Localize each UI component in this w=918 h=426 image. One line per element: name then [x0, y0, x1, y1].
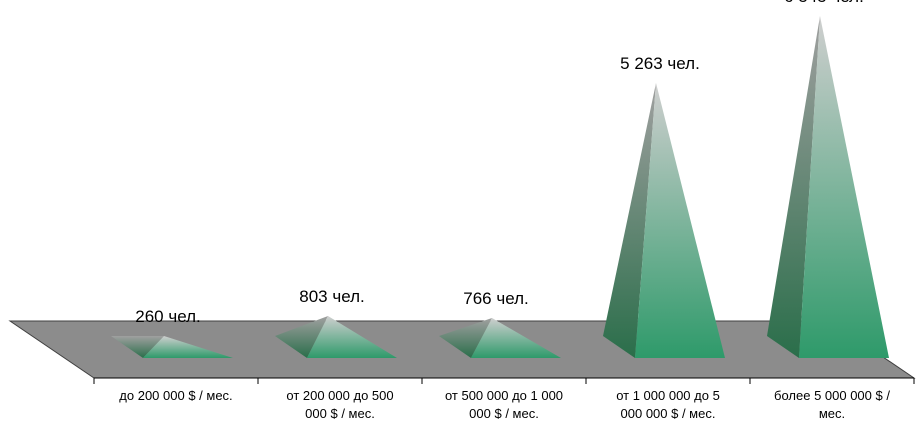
data-label: 6 545 чел.: [784, 0, 864, 6]
x-tick-label: от 1 000 000 до 5 000 000 $ / мес.: [616, 388, 720, 421]
x-tick-label: от 200 000 до 500 000 $ / мес.: [286, 388, 393, 421]
pyramid-bar: [275, 316, 397, 358]
x-tick-label-line: 000 000 $ / мес.: [621, 406, 716, 421]
pyramid-side-face: [439, 317, 492, 358]
x-tick-label: до 200 000 $ / мес.: [119, 388, 232, 403]
pyramid-side-face: [767, 16, 820, 358]
data-label: 260 чел.: [135, 307, 200, 326]
pyramid-front-face: [799, 16, 889, 358]
pyramid-front-face: [307, 316, 397, 358]
x-tick-label-line: от 500 000 до 1 000: [445, 388, 563, 403]
data-label: 803 чел.: [299, 287, 364, 306]
x-tick-label-line: от 200 000 до 500: [286, 388, 393, 403]
pyramid-front-face: [635, 82, 725, 359]
x-tick-label: более 5 000 000 $ / мес.: [774, 388, 890, 421]
x-tick-label-line: от 1 000 000 до 5: [616, 388, 720, 403]
pyramid-front-face: [471, 317, 561, 358]
x-tick-label-line: 000 $ / мес.: [305, 406, 375, 421]
x-tick-label-line: более 5 000 000 $ /: [774, 388, 890, 403]
x-tick-label-line: 000 $ / мес.: [469, 406, 539, 421]
pyramid-bar: [439, 317, 561, 358]
pyramid-side-face: [111, 336, 164, 358]
pyramid-side-face: [275, 316, 328, 358]
pyramid-bar: [603, 82, 725, 359]
pyramid-bar: [767, 16, 889, 358]
x-tick-label-line: мес.: [819, 406, 845, 421]
pyramid-front-face: [143, 336, 233, 358]
x-tick-label: от 500 000 до 1 000 000 $ / мес.: [445, 388, 563, 421]
pyramid-bar: [111, 336, 233, 358]
pyramid-side-face: [603, 82, 656, 359]
x-tick-label-line: до 200 000 $ / мес.: [119, 388, 232, 403]
data-label: 766 чел.: [463, 289, 528, 308]
data-label: 5 263 чел.: [620, 54, 700, 73]
